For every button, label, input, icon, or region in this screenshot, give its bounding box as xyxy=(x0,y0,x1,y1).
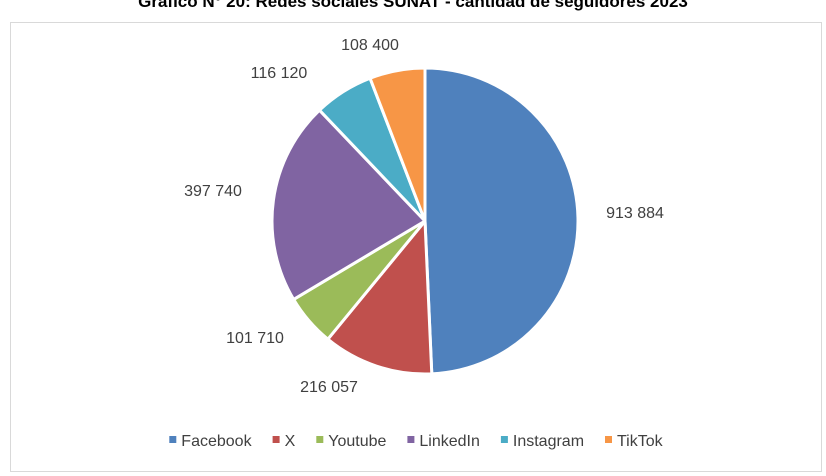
chart-title-text: Gráfico N° 20: Redes sociales SUNAT - ca… xyxy=(138,0,688,11)
legend-marker-instagram xyxy=(500,436,508,443)
pie-slice-facebook xyxy=(423,66,580,376)
pie-slice-tiktok xyxy=(368,66,427,223)
legend-label-linkedin: LinkedIn xyxy=(419,433,480,450)
legend-marker-youtube xyxy=(316,436,324,443)
pie-slices xyxy=(270,66,580,376)
data-label-tiktok: 108 400 xyxy=(341,37,399,54)
data-label-linkedin: 397 740 xyxy=(184,183,242,200)
legend-label-facebook: Facebook xyxy=(181,433,252,450)
legend-label-instagram: Instagram xyxy=(513,433,584,450)
pie-slice-linkedin xyxy=(270,108,427,301)
data-label-youtube: 101 710 xyxy=(226,330,284,347)
legend-marker-linkedin xyxy=(407,436,415,443)
data-labels: 913 884 216 057 101 710 397 740 116 120 108 4… xyxy=(184,37,664,396)
legend-label-youtube: Youtube xyxy=(328,433,386,450)
legend-marker-x xyxy=(272,436,280,443)
pie-slice-x xyxy=(326,219,434,376)
legend: Facebook X Youtube LinkedIn Instagram TikTok xyxy=(169,433,664,450)
data-label-x: 216 057 xyxy=(300,379,358,396)
legend-marker-tiktok xyxy=(605,436,612,443)
data-label-instagram: 116 120 xyxy=(251,65,308,82)
legend-label-tiktok: TikTok xyxy=(617,433,664,450)
legend-marker-facebook xyxy=(169,436,177,443)
data-label-facebook: 913 884 xyxy=(606,205,664,222)
legend-label-x: X xyxy=(285,433,296,450)
chart-title: Gráfico N° 20: Redes sociales SUNAT - ca… xyxy=(0,0,826,22)
